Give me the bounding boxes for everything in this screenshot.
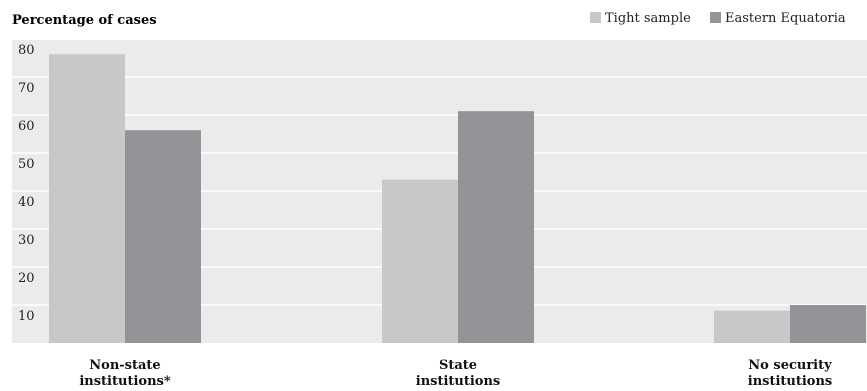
y-tick-label-80: 80 (18, 43, 35, 58)
y-tick-label-60: 60 (18, 119, 35, 134)
legend-label-eastern-equatoria: Eastern Equatoria (725, 11, 846, 26)
y-tick-label-10: 10 (18, 309, 35, 324)
bars (49, 54, 866, 343)
y-tick-labels: 10 20 30 40 50 60 70 80 (18, 43, 35, 324)
category-label-0: Non-state institutions* (79, 358, 170, 389)
y-tick-label-70: 70 (18, 81, 35, 96)
bar-eastern-equatoria-2 (790, 305, 866, 343)
bar-eastern-equatoria-0 (125, 130, 201, 343)
category-labels: Non-state institutions* State institutions N… (79, 358, 832, 389)
bar-tight-sample-0 (49, 54, 125, 343)
bar-eastern-equatoria-1 (458, 111, 534, 343)
bar-tight-sample-1 (382, 179, 458, 343)
y-tick-label-20: 20 (18, 271, 35, 286)
y-tick-label-40: 40 (18, 195, 35, 210)
y-tick-label-30: 30 (18, 233, 35, 248)
legend-swatch-tight-sample (590, 12, 601, 23)
y-tick-label-50: 50 (18, 157, 35, 172)
bar-tight-sample-2 (714, 310, 790, 343)
legend-swatch-eastern-equatoria (710, 12, 721, 23)
legend: Tight sample Eastern Equatoria (590, 11, 846, 26)
category-label-1: State institutions (416, 358, 501, 389)
y-axis-label: Percentage of cases (12, 13, 157, 28)
legend-label-tight-sample: Tight sample (605, 11, 691, 26)
category-label-2: No security institutions (748, 358, 833, 389)
